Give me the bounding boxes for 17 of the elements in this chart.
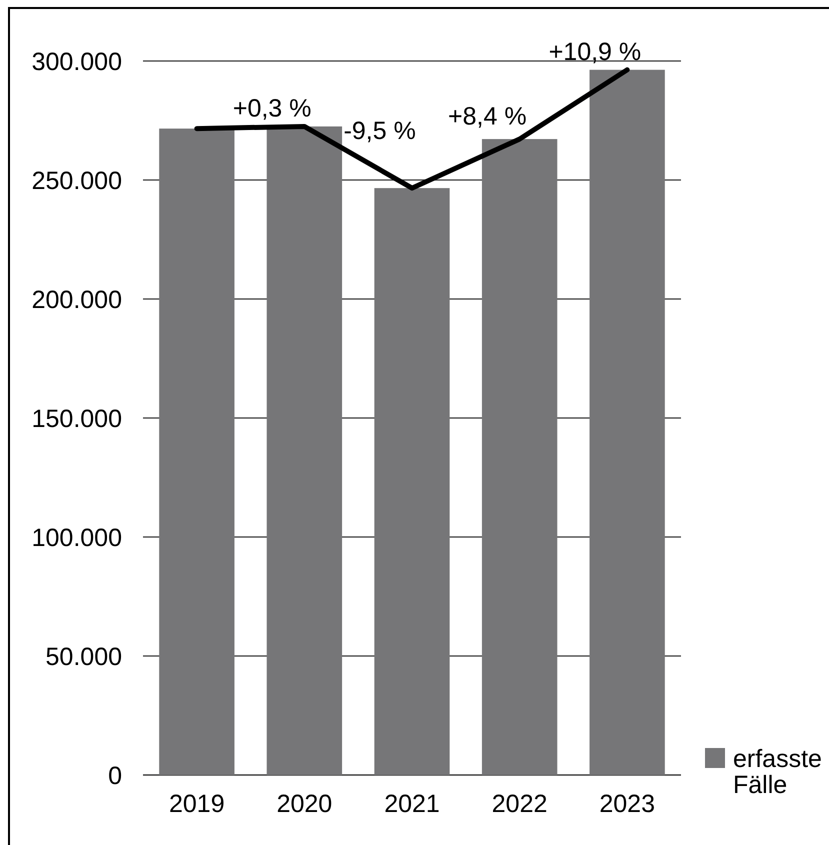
x-tick-label: 2022 [492,790,548,818]
annotation: +8,4 % [448,102,527,131]
y-tick-label: 0 [108,762,122,790]
x-tick-label: 2021 [384,790,440,818]
annotation: -9,5 % [344,116,416,145]
x-tick-label: 2020 [276,790,332,818]
y-tick-label: 150.000 [32,405,122,433]
y-tick-label: 100.000 [32,524,122,552]
annotation: +0,3 % [232,94,312,122]
annotation: +10,9 % [548,38,642,66]
y-tick-label: 300.000 [32,48,122,76]
y-tick-label: 50.000 [46,643,122,671]
x-tick-label: 2019 [168,790,225,818]
x-tick-label: 2023 [599,790,656,818]
legend-label: erfasste Fälle [733,745,822,799]
y-tick-label: 200.000 [32,286,122,314]
y-tick-label: 250.000 [32,167,122,195]
